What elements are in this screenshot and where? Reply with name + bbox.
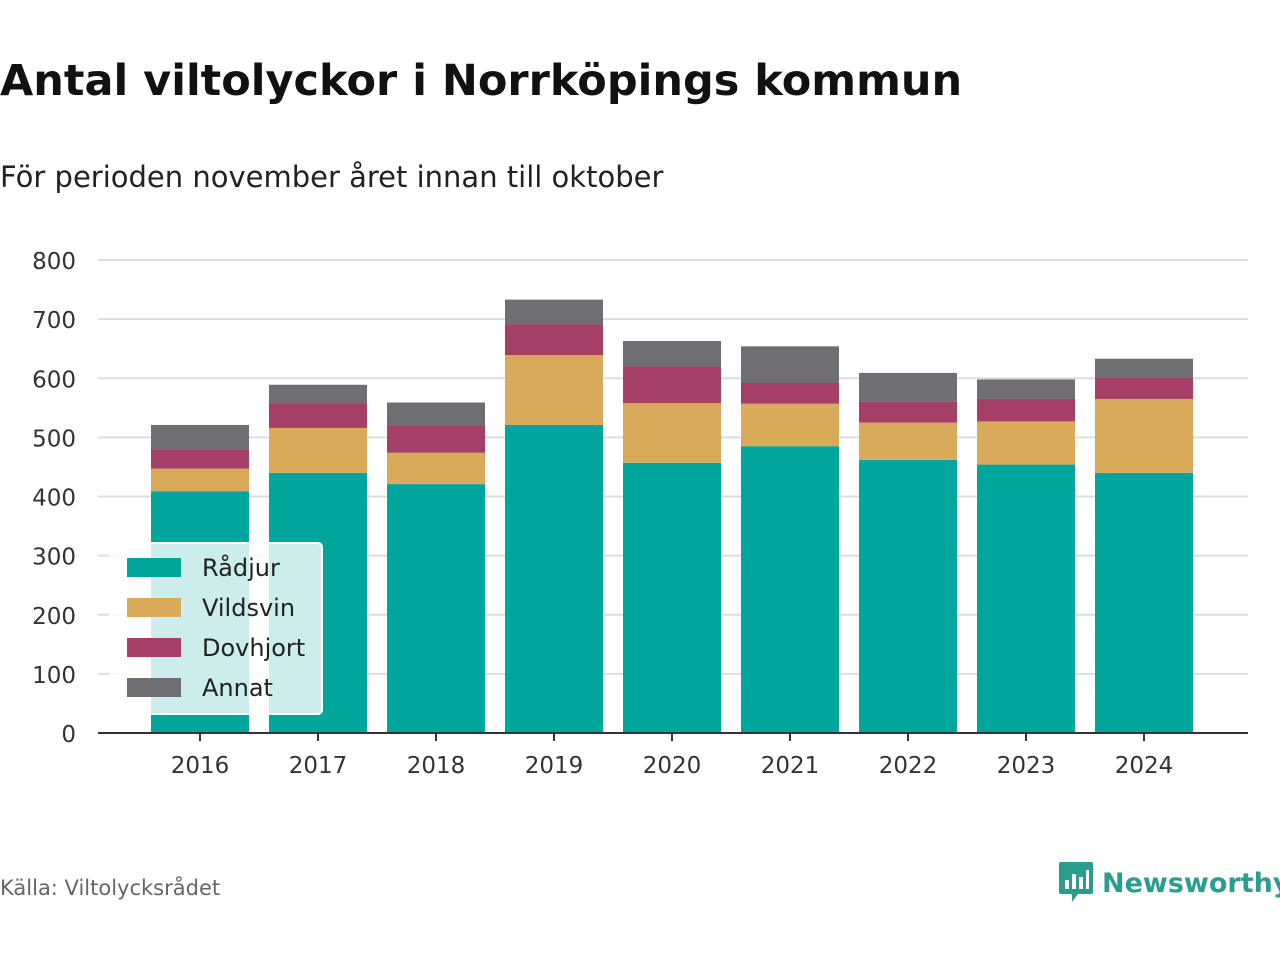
bar-segment-vildsvin [623,403,721,463]
bar-segment-vildsvin [505,355,603,425]
bar-segment-vildsvin [151,468,249,492]
legend-label: Annat [202,674,273,702]
x-tick-label: 2017 [289,753,348,779]
bar-segment-rådjur [623,462,721,733]
y-tick-label: 100 [32,663,76,689]
bar-segment-annat [1095,358,1193,378]
bar-segment-dovhjort [151,449,249,469]
legend-label: Dovhjort [202,634,305,662]
bar-segment-rådjur [505,424,603,733]
bar-segment-annat [387,402,485,426]
bar-segment-dovhjort [269,403,367,428]
y-tick-label: 300 [32,545,76,571]
bar-segment-rådjur [1095,472,1193,733]
y-tick-label: 700 [32,308,76,334]
source-note: Källa: Viltolycksrådet [0,876,221,900]
legend: Rådjur Vildsvin Dovhjort Annat [109,542,323,715]
brand: Newsworthy [1058,860,1280,906]
bar-segment-rådjur [741,446,839,733]
bar-segment-dovhjort [1095,377,1193,399]
y-tick-label: 200 [32,604,76,630]
x-tick-label: 2024 [1115,753,1174,779]
x-axis-ticks: 2016 2017 2018 2019 2020 2021 2022 2023 2024 [171,733,1174,779]
legend-swatch [127,638,181,657]
bar-segment-dovhjort [505,324,603,356]
bars [151,299,1193,733]
bar-segment-annat [741,346,839,383]
bar-segment-annat [859,372,957,402]
x-tick-label: 2019 [525,753,584,779]
y-tick-label: 0 [61,722,76,748]
newsworthy-logo-icon [1059,862,1093,902]
bar-segment-rådjur [859,459,957,733]
y-tick-label: 500 [32,426,76,452]
legend-swatch [127,678,181,697]
legend-swatch [127,598,181,617]
bar-segment-dovhjort [741,382,839,404]
x-tick-label: 2020 [643,753,702,779]
y-tick-label: 600 [32,367,76,393]
bar-segment-vildsvin [859,422,957,460]
bar-segment-annat [977,379,1075,399]
legend-swatch [127,558,181,577]
bar-segment-dovhjort [387,425,485,453]
y-tick-label: 400 [32,486,76,512]
legend-label: Vildsvin [202,594,295,622]
bar-segment-vildsvin [387,452,485,485]
bar-segment-annat [505,299,603,325]
bar-segment-vildsvin [1095,398,1193,473]
bar-segment-annat [623,341,721,367]
bar-segment-dovhjort [977,398,1075,422]
chart-title: Antal viltolyckor i Norrköpings kommun [0,56,963,106]
bar-segment-vildsvin [741,403,839,447]
bar-segment-annat [269,384,367,404]
x-tick-label: 2018 [407,753,466,779]
bar-segment-rådjur [977,464,1075,733]
legend-box [109,542,323,715]
bar-segment-dovhjort [623,366,721,404]
chart-subtitle: För perioden november året innan till ok… [0,160,664,194]
bar-segment-vildsvin [269,427,367,473]
bar-segment-rådjur [387,484,485,733]
x-tick-label: 2016 [171,753,230,779]
bar-segment-annat [151,424,249,450]
x-tick-label: 2023 [997,753,1056,779]
legend-label: Rådjur [202,553,280,582]
brand-name: Newsworthy [1102,867,1280,899]
x-tick-label: 2021 [761,753,820,779]
bar-segment-vildsvin [977,421,1075,465]
bar-segment-dovhjort [859,401,957,423]
y-tick-label: 800 [32,249,76,275]
y-axis-ticks: 0 100 200 300 400 500 600 700 800 [32,249,76,748]
x-tick-label: 2022 [879,753,938,779]
